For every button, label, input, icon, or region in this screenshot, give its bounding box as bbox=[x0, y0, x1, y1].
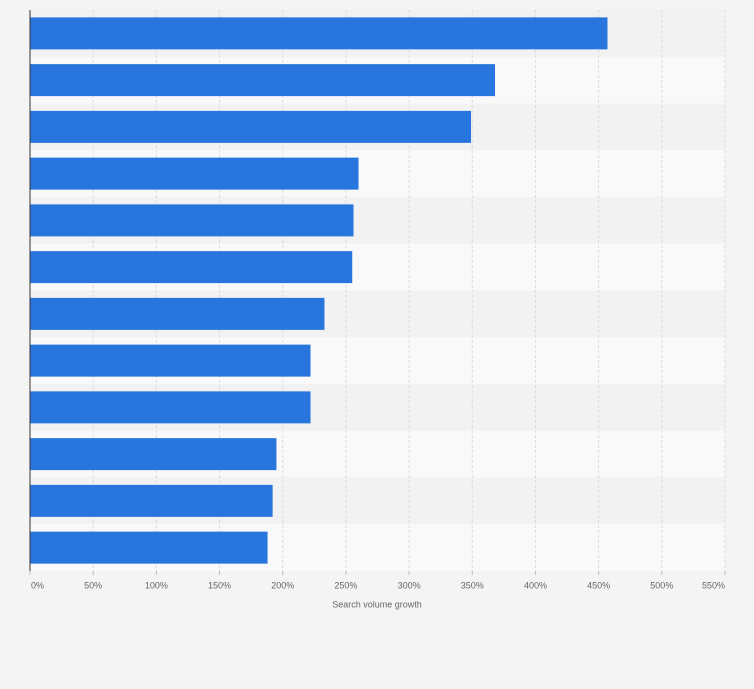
x-tick-label: 250% bbox=[334, 580, 357, 590]
bar bbox=[30, 17, 608, 50]
x-tick-label: 200% bbox=[271, 580, 294, 590]
bar bbox=[30, 531, 268, 564]
x-tick-label: 100% bbox=[145, 580, 168, 590]
bar bbox=[30, 110, 472, 143]
x-tick-label: 150% bbox=[208, 580, 231, 590]
bar bbox=[30, 157, 359, 190]
x-axis-label: Search volume growth bbox=[332, 599, 422, 609]
bar bbox=[30, 438, 277, 471]
bar bbox=[30, 344, 311, 377]
x-tick-label: 50% bbox=[84, 580, 102, 590]
bar bbox=[30, 391, 311, 424]
x-tick-label: 0% bbox=[31, 580, 44, 590]
bar bbox=[30, 204, 354, 237]
x-tick-label: 300% bbox=[398, 580, 421, 590]
x-tick-label: 350% bbox=[461, 580, 484, 590]
bar bbox=[30, 297, 325, 330]
bars bbox=[30, 17, 608, 564]
x-tick-label: 400% bbox=[524, 580, 547, 590]
bar bbox=[30, 64, 496, 97]
x-tick-label: 550% bbox=[702, 580, 725, 590]
x-tick-label: 450% bbox=[587, 580, 610, 590]
bar bbox=[30, 251, 353, 284]
grid bbox=[92, 10, 726, 571]
bar bbox=[30, 484, 273, 517]
x-tick-label: 500% bbox=[650, 580, 673, 590]
